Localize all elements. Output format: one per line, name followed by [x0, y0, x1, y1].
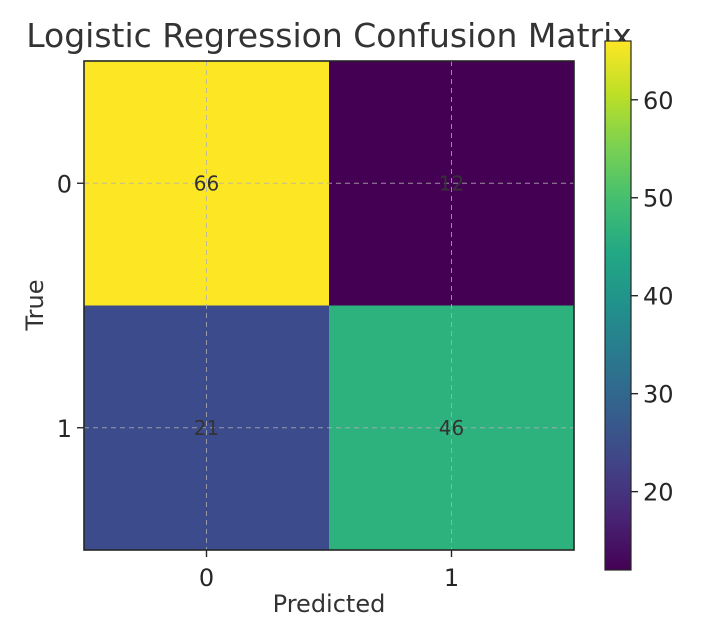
cell-value-label: 46 [439, 416, 464, 440]
colorbar-tick-label: 40 [643, 283, 674, 311]
y-tick-label: 1 [57, 415, 72, 443]
plot-frame [83, 60, 575, 551]
cell-value-labels: 66 12 21 46 [194, 171, 464, 440]
cell-value-label: 12 [439, 171, 464, 195]
y-axis-label: True [21, 280, 49, 332]
heatmap-cells [84, 61, 574, 550]
y-tick-label: 0 [57, 170, 72, 198]
colorbar-tick-label: 30 [643, 381, 674, 409]
cell-value-label: 21 [194, 416, 219, 440]
cell-value-label: 66 [194, 171, 219, 195]
x-tick-label: 0 [199, 564, 214, 592]
colorbar-tick-label: 60 [643, 87, 674, 115]
heatmap-cell [329, 305, 574, 550]
grid-lines [84, 61, 574, 550]
colorbar-ticks: 20 30 40 50 60 [631, 87, 674, 507]
y-axis-ticks: 01 [57, 170, 84, 443]
colorbar [604, 40, 632, 571]
x-axis-label: Predicted [273, 590, 386, 618]
x-tick-label: 1 [444, 564, 459, 592]
colorbar-tick-label: 50 [643, 185, 674, 213]
chart-title: Logistic Regression Confusion Matrix [26, 16, 632, 55]
colorbar-tick-label: 20 [643, 479, 674, 507]
